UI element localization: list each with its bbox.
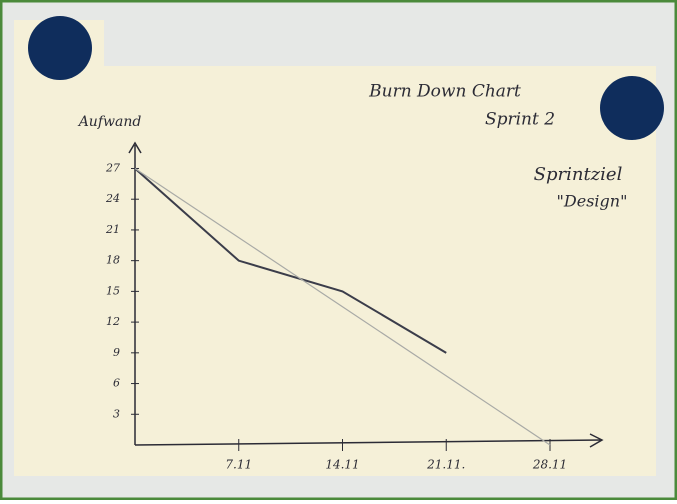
chart-subtitle: Sprint 2 — [485, 110, 555, 130]
annotation: Sprintziel — [534, 164, 623, 185]
y-tick-label: 3 — [113, 407, 120, 420]
x-tick-label: 14.11 — [325, 458, 359, 472]
y-tick-label: 18 — [106, 254, 120, 267]
chart-title: Burn Down Chart — [368, 82, 521, 102]
y-tick-label: 21 — [105, 223, 120, 236]
y-tick-label: 6 — [113, 377, 120, 390]
y-tick-label: 15 — [106, 284, 120, 297]
x-tick-label: 21.11. — [426, 458, 465, 472]
magnet — [600, 76, 664, 140]
x-tick-label: 7.11 — [225, 458, 252, 472]
magnet — [28, 16, 92, 80]
y-axis-label: Aufwand — [77, 114, 142, 130]
y-tick-label: 24 — [105, 192, 120, 205]
x-tick-label: 28.11 — [532, 458, 567, 472]
y-tick-label: 9 — [113, 346, 120, 359]
y-tick-label: 27 — [105, 161, 120, 174]
y-tick-label: 12 — [106, 315, 120, 328]
annotation: "Design" — [557, 192, 628, 211]
chart: Burn Down Chart Sprint 2 Sprintziel "Des… — [0, 0, 677, 500]
